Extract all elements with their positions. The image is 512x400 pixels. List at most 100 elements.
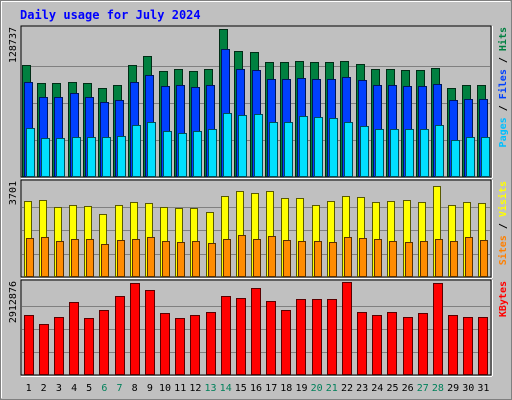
- legend-entry: /: [498, 217, 509, 235]
- chart-panels: 128737 Pages / Files / Hits 3701 Sites / Vi…: [8, 25, 509, 377]
- bar-kbytes-day-22: [342, 282, 352, 375]
- bar-kbytes-day-14: [221, 296, 231, 375]
- panel-hits-files-pages: 128737 Pages / Files / Hits: [8, 25, 509, 179]
- bar-sites-day-19: [298, 241, 306, 277]
- legend-entry: Files: [497, 69, 509, 99]
- x-tick-label-day-11: 11: [174, 383, 186, 394]
- panel-legend: Pages / Files / Hits: [497, 27, 509, 147]
- panel-visits-sites: 3701 Sites / Visits: [8, 179, 509, 279]
- bar-kbytes-day-19: [296, 299, 306, 375]
- bar-pages-day-21: [329, 118, 338, 177]
- bar-kbytes-day-17: [266, 301, 276, 375]
- panel-legend: KBytes: [498, 281, 509, 317]
- x-tick-label-day-28: 28: [432, 383, 444, 394]
- bar-pages-day-4: [72, 137, 81, 177]
- bar-sites-day-24: [374, 239, 382, 277]
- bar-kbytes-day-15: [236, 298, 246, 375]
- x-tick-label-day-29: 29: [447, 383, 459, 394]
- bar-sites-day-7: [117, 240, 125, 277]
- bar-kbytes-day-6: [99, 310, 109, 375]
- series-sites: [26, 235, 488, 277]
- bar-sites-day-31: [480, 240, 488, 277]
- x-tick-label-day-31: 31: [477, 383, 489, 394]
- bar-sites-day-15: [238, 235, 246, 277]
- bar-sites-day-4: [71, 239, 79, 277]
- x-tick-label-day-16: 16: [250, 383, 262, 394]
- bar-kbytes-day-3: [54, 317, 64, 375]
- bar-kbytes-day-16: [251, 288, 261, 375]
- bar-kbytes-day-26: [403, 317, 413, 375]
- series-pages: [26, 113, 490, 177]
- bar-pages-day-24: [375, 129, 384, 177]
- bar-kbytes-day-31: [478, 317, 488, 375]
- x-tick-label-day-19: 19: [295, 383, 307, 394]
- bar-sites-day-16: [253, 239, 261, 277]
- bar-kbytes-day-9: [145, 290, 155, 375]
- panel-legend: Sites / Visits: [497, 181, 509, 265]
- x-tick-label-day-25: 25: [386, 383, 398, 394]
- bar-sites-day-6: [101, 244, 109, 277]
- x-tick-label-day-27: 27: [417, 383, 429, 394]
- y-axis-max-label: 128737: [8, 27, 19, 63]
- bar-sites-day-13: [208, 243, 216, 277]
- y-axis-max-label: 2912876: [8, 281, 19, 323]
- x-tick-label-day-30: 30: [462, 383, 474, 394]
- bar-kbytes-day-12: [190, 315, 200, 375]
- series-kbytes: [24, 282, 488, 375]
- bar-sites-day-23: [359, 238, 367, 277]
- x-tick-label-day-10: 10: [159, 383, 171, 394]
- bar-sites-day-25: [389, 241, 397, 277]
- legend-entry: /: [498, 99, 509, 117]
- bar-kbytes-day-5: [84, 318, 94, 375]
- x-tick-label-day-12: 12: [189, 383, 201, 394]
- bar-sites-day-11: [177, 242, 185, 277]
- bar-pages-day-26: [405, 129, 414, 177]
- bar-sites-day-22: [344, 237, 352, 277]
- bar-sites-day-18: [283, 240, 291, 277]
- bar-pages-day-5: [87, 137, 96, 177]
- bar-pages-day-2: [41, 138, 50, 177]
- x-tick-label-day-14: 14: [220, 383, 232, 394]
- legend-entry: KBytes: [498, 281, 509, 317]
- bar-kbytes-day-1: [24, 315, 34, 375]
- x-tick-label-day-4: 4: [71, 383, 77, 394]
- bar-pages-day-3: [56, 138, 65, 177]
- x-tick-label-day-17: 17: [265, 383, 277, 394]
- bar-kbytes-day-4: [69, 302, 79, 375]
- x-tick-label-day-24: 24: [371, 383, 383, 394]
- legend-entry: Pages: [498, 117, 509, 147]
- x-tick-label-day-7: 7: [116, 383, 122, 394]
- bar-kbytes-day-25: [387, 312, 397, 375]
- bar-pages-day-10: [163, 131, 172, 177]
- bar-kbytes-day-13: [206, 312, 216, 375]
- bar-pages-day-13: [208, 129, 217, 177]
- bar-kbytes-day-29: [448, 315, 458, 375]
- bar-sites-day-3: [56, 241, 64, 277]
- bar-pages-day-9: [147, 122, 156, 177]
- bar-pages-day-1: [26, 128, 35, 177]
- legend-entry: Sites: [497, 235, 509, 265]
- bar-sites-day-26: [405, 242, 413, 277]
- bar-sites-day-5: [86, 239, 94, 277]
- x-tick-label-day-5: 5: [86, 383, 92, 394]
- bar-kbytes-day-23: [357, 312, 367, 375]
- bar-pages-day-25: [390, 129, 399, 177]
- bar-sites-day-2: [41, 237, 49, 277]
- x-tick-label-day-20: 20: [311, 383, 323, 394]
- x-tick-label-day-8: 8: [132, 383, 138, 394]
- bar-kbytes-day-20: [312, 299, 322, 375]
- bar-pages-day-29: [451, 140, 460, 177]
- bar-pages-day-7: [117, 136, 126, 177]
- bar-pages-day-23: [360, 126, 369, 177]
- bar-sites-day-14: [223, 239, 231, 277]
- bar-kbytes-day-21: [327, 299, 337, 375]
- bar-sites-day-30: [465, 237, 473, 277]
- bar-kbytes-day-10: [160, 313, 170, 375]
- bar-pages-day-12: [193, 131, 202, 177]
- legend-entry: /: [498, 51, 509, 69]
- bar-sites-day-12: [192, 241, 200, 277]
- bar-sites-day-28: [435, 239, 443, 277]
- bar-pages-day-16: [254, 114, 263, 177]
